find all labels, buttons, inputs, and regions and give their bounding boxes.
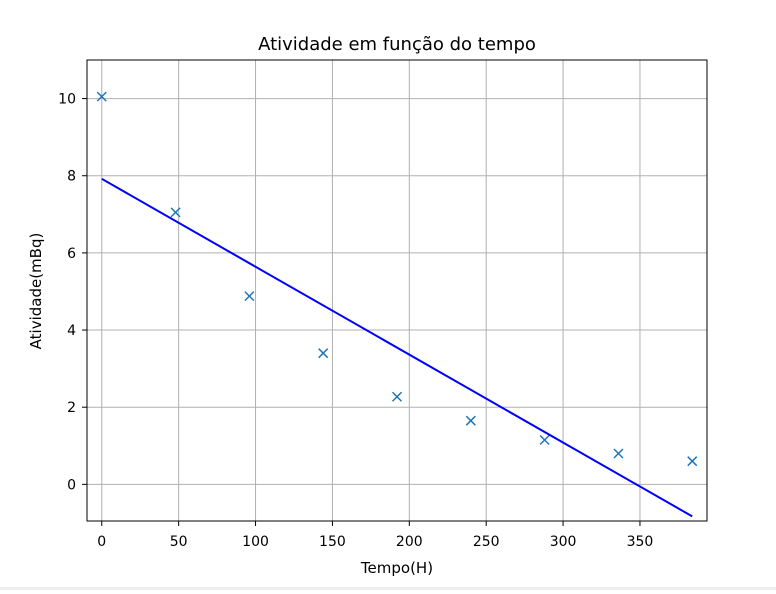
x-tick-label: 50 [170, 534, 188, 550]
bottom-divider [0, 587, 776, 590]
x-tick-label: 100 [242, 534, 269, 550]
x-tick-label: 150 [319, 534, 346, 550]
y-axis-label: Atividade(mBq) [27, 233, 45, 350]
grid-layer [87, 60, 707, 521]
x-tick-label: 200 [396, 534, 423, 550]
x-axis-label: Tempo(H) [360, 559, 433, 577]
y-tick-label: 10 [58, 92, 76, 108]
y-tick-label: 8 [67, 169, 76, 185]
y-tick-label: 4 [67, 323, 76, 339]
data-point-marker [391, 391, 403, 402]
data-point-marker [318, 348, 329, 359]
x-tick-label: 350 [627, 534, 654, 550]
y-tick-label: 6 [67, 246, 76, 262]
marker-stroke [465, 415, 476, 426]
data-point-marker [244, 291, 255, 302]
x-tick-label: 0 [97, 534, 106, 550]
fit-line [101, 177, 693, 518]
marker-stroke [687, 456, 698, 467]
series-layer [96, 91, 698, 518]
data-point-marker [465, 415, 476, 426]
data-point-marker [687, 456, 698, 467]
data-point-marker [96, 91, 107, 102]
marker-stroke [318, 348, 329, 359]
marker-stroke [539, 434, 550, 446]
x-tick-label: 250 [473, 534, 500, 550]
marker-stroke [96, 91, 107, 102]
y-tick-label: 0 [67, 477, 76, 493]
y-tick-label: 2 [67, 400, 76, 416]
marker-stroke [244, 291, 255, 302]
marker-stroke [170, 207, 181, 218]
marker-stroke [391, 391, 403, 402]
data-point-marker [613, 448, 624, 459]
data-point-marker [170, 207, 181, 218]
marker-stroke [613, 448, 624, 459]
tick-layer: 0 50 100 150 200 250 300 350 0 2 4 6 8 10 [58, 92, 653, 550]
chart-title: Atividade em função do tempo [258, 34, 536, 55]
data-point-marker [539, 434, 550, 446]
plot-frame [86, 59, 708, 522]
x-tick-label: 300 [550, 534, 577, 550]
